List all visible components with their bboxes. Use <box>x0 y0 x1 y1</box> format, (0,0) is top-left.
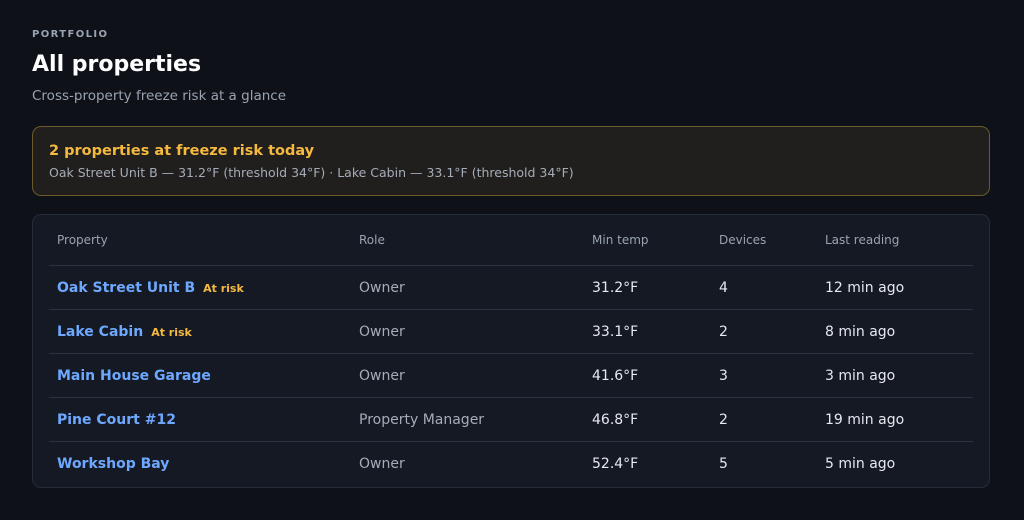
table-row[interactable]: Oak Street Unit B At risk Owner 31.2°F 4 … <box>49 265 973 310</box>
min-temp-cell: 52.4°F <box>592 455 639 472</box>
min-temp-cell: 31.2°F <box>584 265 711 310</box>
last-reading-cell: 12 min ago <box>817 265 973 310</box>
min-temp-cell: 46.8°F <box>584 397 711 442</box>
page-subtitle: Cross-property freeze risk at a glance <box>32 88 287 104</box>
last-reading-cell: 5 min ago <box>825 455 896 472</box>
table-row[interactable]: Pine Court #12 Property Manager 46.8°F 2… <box>49 397 973 442</box>
section-eyebrow: PORTFOLIO <box>32 29 109 40</box>
devices-cell: 3 <box>711 353 817 398</box>
devices-cell: 2 <box>711 397 817 442</box>
property-link[interactable]: Workshop Bay <box>57 455 170 472</box>
role-cell: Owner <box>351 353 584 398</box>
property-cell: Workshop Bay <box>49 442 351 486</box>
at-risk-badge: At risk <box>203 281 244 295</box>
column-header-role: Role <box>351 215 584 266</box>
role-cell: Owner <box>359 455 405 472</box>
property-cell: Lake Cabin At risk <box>49 309 351 354</box>
table-header-row: Property Role Min temp Devices Last read… <box>49 215 973 266</box>
column-header-devices: Devices <box>711 215 817 266</box>
role-cell: Owner <box>351 265 584 310</box>
property-cell: Pine Court #12 <box>49 397 351 442</box>
devices-cell: 4 <box>711 265 817 310</box>
min-temp-cell: 33.1°F <box>584 309 711 354</box>
role-cell: Owner <box>351 309 584 354</box>
last-reading-cell: 19 min ago <box>817 397 973 442</box>
page-title: All properties <box>32 52 202 77</box>
property-link[interactable]: Oak Street Unit B <box>57 279 196 296</box>
last-reading-cell: 8 min ago <box>817 309 973 354</box>
property-link[interactable]: Pine Court #12 <box>57 411 176 428</box>
role-cell: Property Manager <box>351 397 584 442</box>
at-risk-badge: At risk <box>151 325 192 339</box>
devices-cell: 2 <box>711 309 817 354</box>
properties-table-card: Property Role Min temp Devices Last read… <box>32 214 990 488</box>
property-cell: Main House Garage <box>49 353 351 398</box>
last-reading-cell: 3 min ago <box>817 353 973 398</box>
freeze-risk-alert: 2 properties at freeze risk today Oak St… <box>32 126 990 196</box>
devices-cell: 5 <box>719 455 728 472</box>
property-link[interactable]: Main House Garage <box>57 367 211 384</box>
property-link[interactable]: Lake Cabin <box>57 323 144 340</box>
table-row[interactable]: Lake Cabin At risk Owner 33.1°F 2 8 min a… <box>49 309 973 354</box>
column-header-last-reading: Last reading <box>817 215 973 266</box>
column-header-property: Property <box>49 215 351 266</box>
alert-body: Oak Street Unit B — 31.2°F (threshold 34… <box>49 165 574 180</box>
table-row[interactable]: Main House Garage Owner 41.6°F 3 3 min a… <box>49 353 973 398</box>
table-row[interactable]: Workshop Bay Owner 52.4°F 5 5 min ago <box>49 442 973 486</box>
column-header-min-temp: Min temp <box>584 215 711 266</box>
properties-table: Property Role Min temp Devices Last read… <box>49 215 973 485</box>
alert-title: 2 properties at freeze risk today <box>49 143 315 159</box>
min-temp-cell: 41.6°F <box>584 353 711 398</box>
property-cell: Oak Street Unit B At risk <box>49 265 351 310</box>
